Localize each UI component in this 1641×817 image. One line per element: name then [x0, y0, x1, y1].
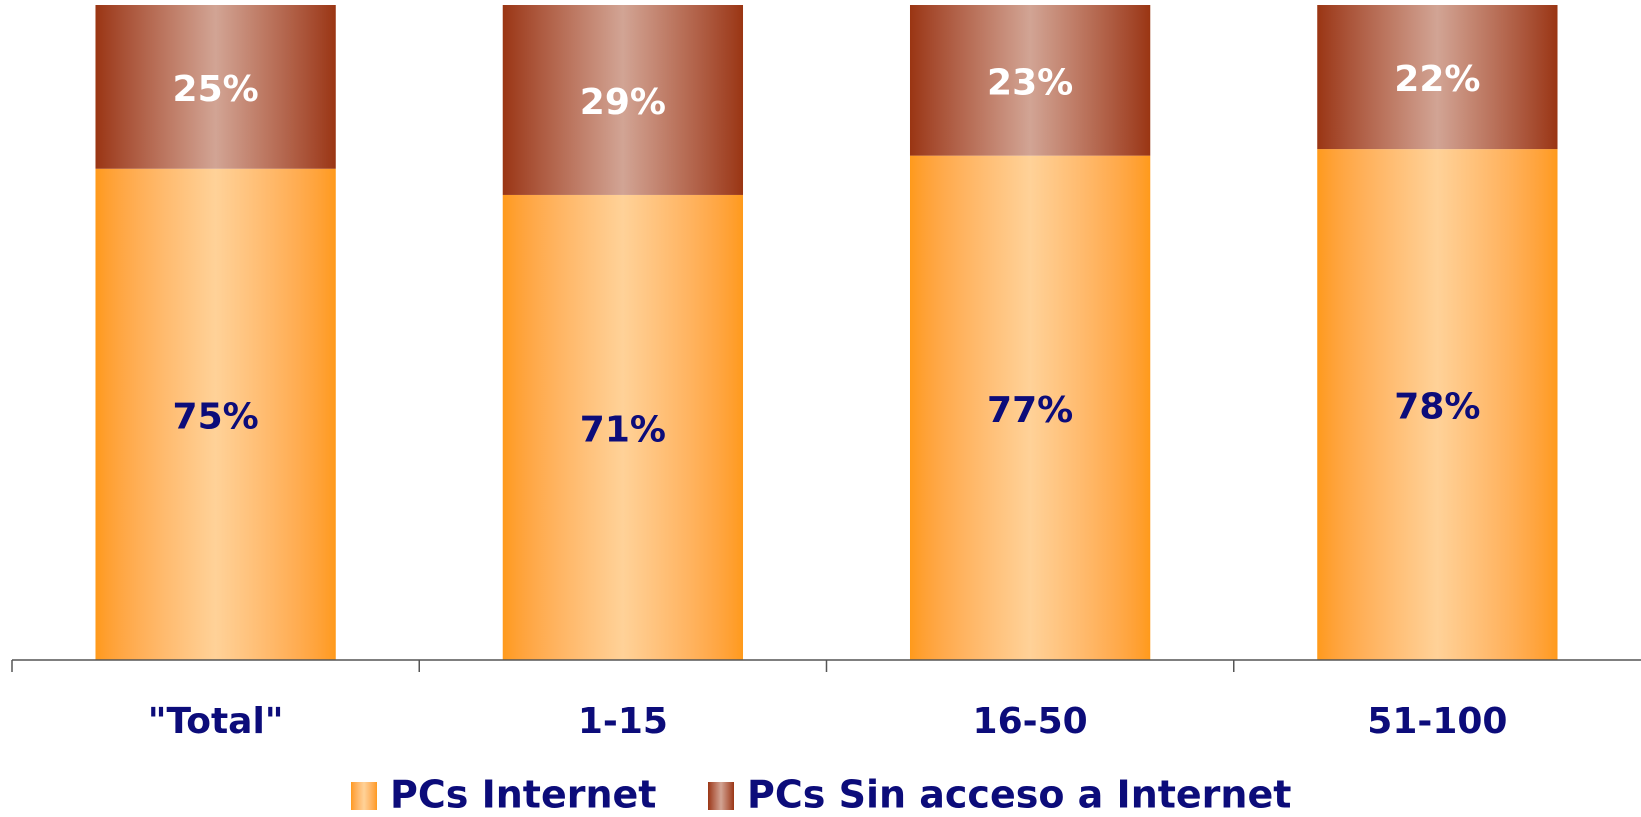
x-tick-label: 1-15: [578, 701, 668, 742]
data-label: 71%: [580, 409, 666, 450]
bar-segment: [909, 5, 1151, 156]
bar-segment: [909, 155, 1151, 660]
data-label: 75%: [173, 396, 259, 437]
x-tick-label: 51-100: [1367, 701, 1507, 742]
data-label: 23%: [987, 62, 1073, 103]
data-label: 22%: [1394, 59, 1480, 100]
bar-segment: [95, 5, 336, 169]
data-label: 29%: [580, 82, 666, 123]
bar-segment: [502, 194, 744, 660]
legend-swatch: [708, 782, 734, 810]
data-label: 77%: [987, 390, 1073, 431]
legend-swatch: [351, 782, 377, 810]
bar-segment: [1317, 149, 1558, 660]
legend-label: PCs Sin acceso a Internet: [747, 773, 1291, 817]
bar-segment: [502, 5, 744, 195]
x-tick-label: 16-50: [973, 701, 1088, 742]
x-tick-label: "Total": [148, 701, 284, 742]
bar-segment: [1317, 5, 1558, 150]
bar-segment: [95, 168, 336, 660]
data-label: 78%: [1394, 387, 1480, 428]
data-label: 25%: [173, 69, 259, 110]
legend-label: PCs Internet: [390, 773, 656, 817]
